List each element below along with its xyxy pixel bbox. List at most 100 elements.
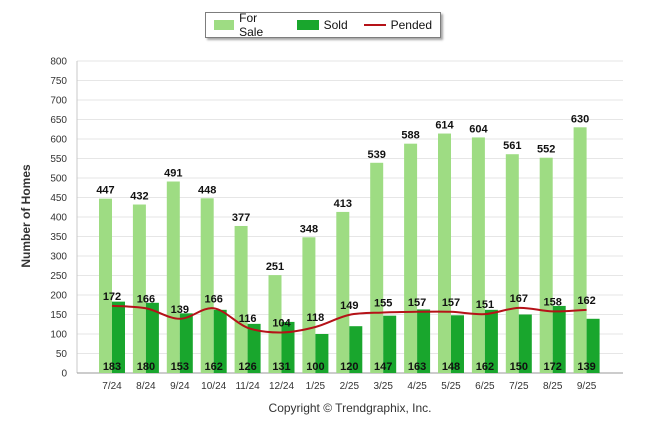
- data-label-pended: 157: [442, 297, 460, 309]
- series-line-pended: [111, 304, 587, 334]
- bar-for-sale: [268, 275, 282, 373]
- y-tick-label: 150: [50, 310, 67, 321]
- y-tick-label: 450: [50, 193, 67, 204]
- y-tick-label: 100: [50, 330, 67, 341]
- bar-sold: [213, 309, 227, 373]
- legend-item-pended: Pended: [363, 18, 432, 32]
- data-label-sold: 131: [272, 361, 290, 373]
- y-tick-label: 600: [50, 135, 67, 146]
- bar-for-sale: [166, 181, 180, 373]
- bar-sold: [518, 314, 532, 373]
- data-label-pended: 166: [205, 293, 223, 305]
- data-label-pended: 172: [103, 291, 121, 303]
- data-label-for-sale: 604: [469, 123, 488, 135]
- chart-legend: For Sale Sold Pended: [205, 11, 441, 39]
- y-tick-label: 350: [50, 232, 67, 243]
- legend-label-pended: Pended: [390, 18, 432, 32]
- data-label-for-sale: 348: [300, 223, 318, 235]
- data-label-for-sale: 630: [571, 113, 589, 125]
- bar-sold: [145, 302, 159, 373]
- x-tick-label: 5/25: [441, 381, 461, 392]
- bar-for-sale: [336, 211, 350, 373]
- bar-sold: [315, 334, 329, 373]
- bar-for-sale: [132, 204, 146, 373]
- legend-label-for-sale: For Sale: [239, 11, 264, 39]
- bar-sold: [552, 305, 566, 373]
- x-tick-label: 4/25: [407, 381, 427, 392]
- bar-for-sale: [438, 133, 451, 373]
- data-label-for-sale: 614: [435, 120, 454, 132]
- legend-swatch-for-sale: [214, 20, 235, 30]
- data-label-for-sale: 377: [232, 212, 250, 224]
- data-label-pended: 158: [544, 296, 562, 308]
- data-label-for-sale: 448: [198, 184, 216, 196]
- data-label-pended: 155: [374, 298, 392, 310]
- y-tick-label: 200: [50, 291, 67, 302]
- data-label-sold: 100: [306, 361, 324, 373]
- data-label-sold: 120: [340, 361, 358, 373]
- x-tick-label: 9/24: [170, 381, 190, 392]
- data-label-pended: 149: [340, 300, 358, 312]
- x-tick-label: 8/24: [136, 381, 156, 392]
- data-label-for-sale: 552: [537, 144, 555, 156]
- x-tick-label: 9/25: [577, 381, 597, 392]
- y-tick-label: 50: [56, 349, 68, 360]
- y-tick-label: 700: [50, 96, 67, 107]
- data-label-sold: 153: [171, 361, 189, 373]
- bar-sold: [349, 326, 363, 373]
- legend-label-sold: Sold: [323, 18, 348, 32]
- legend-swatch-pended: [363, 24, 386, 26]
- data-label-sold: 180: [137, 361, 155, 373]
- y-tick-label: 750: [50, 76, 67, 87]
- x-tick-label: 12/24: [269, 381, 294, 392]
- data-label-for-sale: 447: [96, 185, 114, 197]
- x-tick-label: 7/25: [509, 381, 529, 392]
- data-label-sold: 150: [510, 361, 528, 373]
- data-label-for-sale: 588: [401, 130, 419, 142]
- bar-sold: [247, 323, 261, 373]
- y-tick-label: 500: [50, 174, 67, 185]
- bar-for-sale: [539, 157, 553, 373]
- y-axis-label: Number of Homes: [19, 164, 33, 268]
- y-tick-label: 300: [50, 252, 67, 263]
- data-label-sold: 147: [374, 361, 392, 373]
- data-label-sold: 148: [442, 361, 460, 373]
- data-label-pended: 167: [510, 293, 528, 305]
- data-label-sold: 172: [544, 361, 562, 373]
- y-tick-label: 0: [61, 369, 67, 380]
- data-label-pended: 118: [307, 312, 325, 324]
- data-label-pended: 139: [171, 304, 189, 316]
- data-label-pended: 157: [408, 297, 426, 309]
- y-tick-label: 550: [50, 154, 67, 165]
- bar-for-sale: [200, 198, 214, 373]
- bar-sold: [484, 309, 498, 373]
- data-label-sold: 163: [408, 361, 426, 373]
- data-label-for-sale: 413: [334, 198, 352, 210]
- data-label-for-sale: 432: [130, 191, 148, 203]
- data-label-pended: 151: [476, 299, 494, 311]
- bar-for-sale: [99, 198, 112, 373]
- data-label-sold: 139: [577, 361, 595, 373]
- bar-sold: [112, 301, 125, 373]
- legend-item-for-sale: For Sale: [214, 11, 281, 39]
- bar-sold: [179, 313, 193, 373]
- data-label-pended: 166: [137, 293, 155, 305]
- data-label-sold: 183: [103, 361, 121, 373]
- bar-for-sale: [505, 154, 519, 373]
- legend-swatch-sold: [296, 20, 319, 30]
- bar-for-sale: [471, 137, 485, 373]
- data-label-sold: 162: [476, 361, 494, 373]
- bar-for-sale: [302, 237, 316, 373]
- x-tick-label: 2/25: [340, 381, 360, 392]
- data-label-pended: 162: [577, 295, 595, 307]
- x-tick-label: 8/25: [543, 381, 563, 392]
- x-tick-label: 11/24: [235, 381, 260, 392]
- bar-sold: [586, 318, 600, 373]
- data-label-pended: 116: [239, 313, 257, 325]
- x-tick-label: 6/25: [475, 381, 495, 392]
- bar-sold: [417, 309, 431, 373]
- bar-for-sale: [234, 225, 248, 373]
- x-tick-label: 1/25: [306, 381, 326, 392]
